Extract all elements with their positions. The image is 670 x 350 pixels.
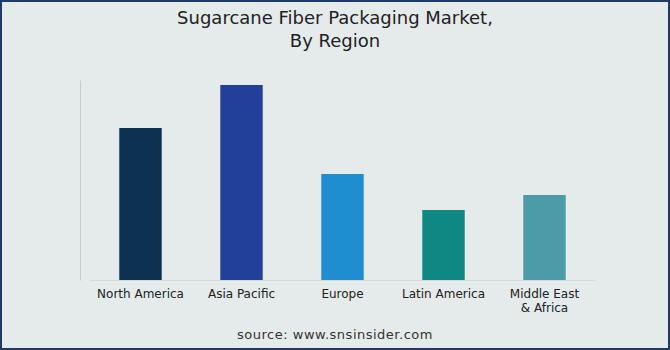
- x-tick-label: Middle East& Africa: [510, 287, 580, 315]
- x-tick: Europe: [321, 280, 363, 301]
- x-tick-label: Europe: [321, 287, 363, 301]
- bar: [220, 85, 262, 280]
- x-tick-label: Asia Pacific: [208, 287, 275, 301]
- y-axis: [80, 81, 81, 281]
- bar: [422, 210, 464, 280]
- source-note: source: www.snsinsider.com: [237, 327, 433, 342]
- bar: [523, 195, 565, 280]
- bar: [321, 174, 363, 280]
- x-tick: Asia Pacific: [208, 280, 275, 301]
- x-axis-line: [91, 280, 596, 281]
- x-tick: North America: [97, 280, 184, 301]
- y-axis-line: [80, 81, 81, 281]
- bars: [119, 85, 565, 280]
- x-axis: North America Asia Pacific Europe Latin Ame…: [91, 280, 596, 315]
- x-tick: Latin America: [402, 280, 485, 301]
- x-tick-label: North America: [97, 287, 184, 301]
- background: [1, 1, 669, 349]
- chart: Sugarcane Fiber Packaging Market,By Regi…: [0, 0, 670, 350]
- x-tick-label: Latin America: [402, 287, 485, 301]
- bar: [119, 128, 161, 280]
- x-tick: Middle East& Africa: [510, 280, 580, 315]
- title: Sugarcane Fiber Packaging Market,By Regi…: [177, 7, 493, 51]
